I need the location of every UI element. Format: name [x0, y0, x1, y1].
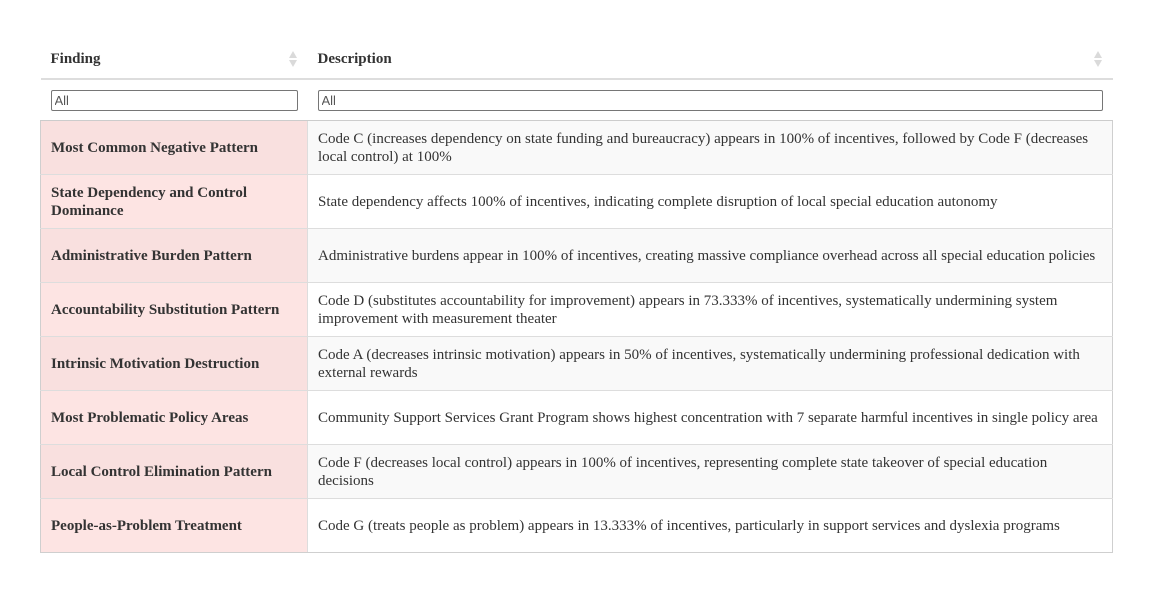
- table-row: Accountability Substitution Pattern Code…: [40, 282, 1113, 337]
- sort-both-icon[interactable]: [288, 50, 298, 68]
- description-cell: Administrative burdens appear in 100% of…: [307, 228, 1113, 283]
- description-cell: Code G (treats people as problem) appear…: [307, 498, 1113, 553]
- finding-cell: Intrinsic Motivation Destruction: [40, 336, 308, 391]
- column-header-label: Finding: [50, 50, 101, 67]
- sort-both-icon[interactable]: [1093, 50, 1103, 68]
- column-header-label: Description: [317, 50, 392, 67]
- finding-filter-input[interactable]: [50, 89, 298, 111]
- finding-cell: Local Control Elimination Pattern: [40, 444, 308, 499]
- description-cell: Code F (decreases local control) appears…: [307, 444, 1113, 499]
- header-row: Finding Description: [40, 40, 1113, 80]
- description-cell: Community Support Services Grant Program…: [307, 390, 1113, 445]
- filter-cell-finding: [40, 79, 308, 121]
- column-header-description[interactable]: Description: [307, 40, 1113, 80]
- table-row: Intrinsic Motivation Destruction Code A …: [40, 336, 1113, 391]
- filter-row: [40, 79, 1113, 121]
- table-row: State Dependency and Control Dominance S…: [40, 174, 1113, 229]
- findings-table: Finding Description: [40, 40, 1113, 553]
- column-header-finding[interactable]: Finding: [40, 40, 308, 80]
- finding-cell: Most Problematic Policy Areas: [40, 390, 308, 445]
- table-row: Local Control Elimination Pattern Code F…: [40, 444, 1113, 499]
- data-table-container: Finding Description: [40, 40, 1113, 553]
- description-cell: Code A (decreases intrinsic motivation) …: [307, 336, 1113, 391]
- finding-cell: Administrative Burden Pattern: [40, 228, 308, 283]
- table-row: Most Common Negative Pattern Code C (inc…: [40, 120, 1113, 175]
- description-cell: Code C (increases dependency on state fu…: [307, 120, 1113, 175]
- finding-cell: Most Common Negative Pattern: [40, 120, 308, 175]
- finding-cell: People-as-Problem Treatment: [40, 498, 308, 553]
- description-cell: Code D (substitutes accountability for i…: [307, 282, 1113, 337]
- table-row: People-as-Problem Treatment Code G (trea…: [40, 498, 1113, 553]
- table-row: Most Problematic Policy Areas Community …: [40, 390, 1113, 445]
- table-row: Administrative Burden Pattern Administra…: [40, 228, 1113, 283]
- description-filter-input[interactable]: [317, 89, 1103, 111]
- finding-cell: State Dependency and Control Dominance: [40, 174, 308, 229]
- finding-cell: Accountability Substitution Pattern: [40, 282, 308, 337]
- filter-cell-description: [307, 79, 1113, 121]
- description-cell: State dependency affects 100% of incenti…: [307, 174, 1113, 229]
